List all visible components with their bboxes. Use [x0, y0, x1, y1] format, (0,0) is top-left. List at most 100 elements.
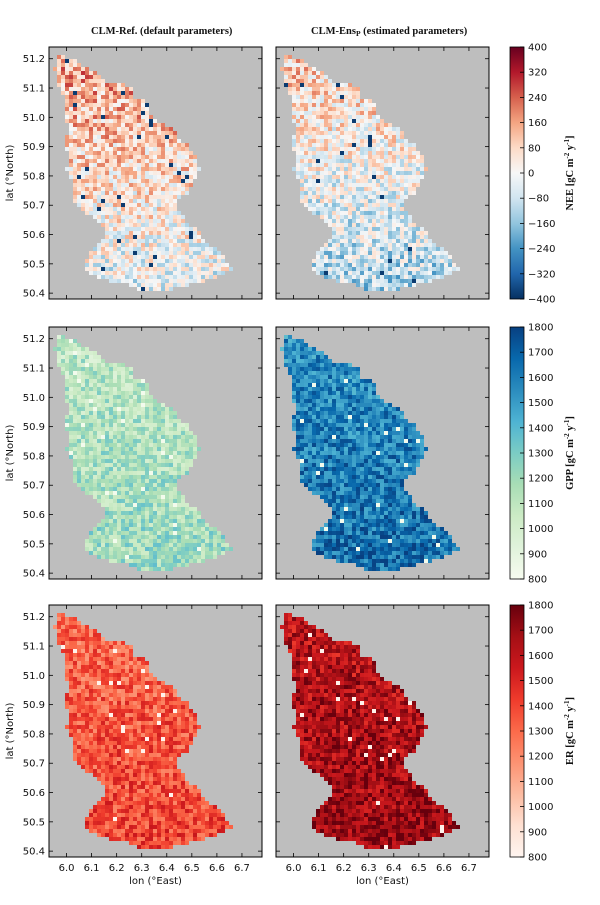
y-tick-label: 50.5: [23, 259, 45, 270]
heatmap-cell: [137, 387, 141, 391]
heatmap-cell: [328, 171, 332, 175]
heatmap-cell: [189, 251, 193, 255]
heatmap-cell: [348, 123, 352, 127]
heatmap-cell: [149, 143, 153, 147]
heatmap-cell: [137, 191, 141, 195]
heatmap-cell: [133, 247, 137, 251]
heatmap-cell: [69, 351, 73, 355]
heatmap-cell: [69, 387, 73, 391]
heatmap-cell: [113, 439, 117, 443]
heatmap-cell: [300, 347, 304, 351]
heatmap-cell: [161, 403, 165, 407]
heatmap-cell: [129, 479, 133, 483]
heatmap-cell: [125, 187, 129, 191]
heatmap-cell: [117, 447, 121, 451]
heatmap-cell: [153, 235, 157, 239]
heatmap-cell: [336, 199, 340, 203]
heatmap-cell: [153, 271, 157, 275]
heatmap-cell: [101, 527, 105, 531]
heatmap-cell: [161, 491, 165, 495]
heatmap-cell: [125, 139, 129, 143]
heatmap-cell: [77, 103, 81, 107]
heatmap-cell: [448, 255, 452, 259]
heatmap-cell: [137, 503, 141, 507]
heatmap-cell: [81, 419, 85, 423]
heatmap-cell: [316, 191, 320, 195]
heatmap-cell: [109, 143, 113, 147]
heatmap-cell: [340, 155, 344, 159]
heatmap-cell: [169, 223, 173, 227]
heatmap-cell: [420, 167, 424, 171]
heatmap-cell: [288, 351, 292, 355]
heatmap-cell: [129, 383, 133, 387]
heatmap-cell: [149, 171, 153, 175]
heatmap-cell: [344, 219, 348, 223]
heatmap-cell: [320, 195, 324, 199]
heatmap-cell: [117, 207, 121, 211]
heatmap-cell: [177, 183, 181, 187]
heatmap-cell: [332, 367, 336, 371]
heatmap-cell: [117, 167, 121, 171]
heatmap-cell: [85, 411, 89, 415]
heatmap-cell: [73, 395, 77, 399]
heatmap-cell: [332, 119, 336, 123]
heatmap-cell: [368, 191, 372, 195]
heatmap-cell: [149, 455, 153, 459]
heatmap-cell: [77, 175, 81, 179]
heatmap-cell: [153, 283, 157, 287]
heatmap-cell: [89, 271, 93, 275]
heatmap-cell: [125, 243, 129, 247]
heatmap-cell: [65, 111, 69, 115]
heatmap-cell: [93, 135, 97, 139]
heatmap-cell: [372, 395, 376, 399]
heatmap-cell: [101, 447, 105, 451]
heatmap-cell: [181, 159, 185, 163]
heatmap-cell: [117, 527, 121, 531]
heatmap-cell: [133, 407, 137, 411]
heatmap-cell: [324, 423, 328, 427]
heatmap-cell: [97, 555, 101, 559]
heatmap-cell: [169, 439, 173, 443]
heatmap-cell: [185, 171, 189, 175]
heatmap-cell: [352, 219, 356, 223]
heatmap-cell: [360, 435, 364, 439]
heatmap-cell: [388, 407, 392, 411]
heatmap-cell: [201, 523, 205, 527]
heatmap-cell: [336, 83, 340, 87]
heatmap-cell: [165, 487, 169, 491]
heatmap-cell: [77, 479, 81, 483]
heatmap-cell: [109, 247, 113, 251]
heatmap-cell: [109, 255, 113, 259]
heatmap-cell: [113, 159, 117, 163]
heatmap-cell: [101, 547, 105, 551]
heatmap-cell: [201, 531, 205, 535]
heatmap-cell: [97, 403, 101, 407]
heatmap-cell: [117, 499, 121, 503]
heatmap-cell: [368, 279, 372, 283]
heatmap-cell: [336, 191, 340, 195]
heatmap-cell: [368, 219, 372, 223]
heatmap-cell: [133, 479, 137, 483]
heatmap-cell: [344, 211, 348, 215]
heatmap-cell: [157, 135, 161, 139]
heatmap-cell: [165, 275, 169, 279]
heatmap-cell: [316, 155, 320, 159]
heatmap-cell: [89, 483, 93, 487]
heatmap-cell: [149, 435, 153, 439]
heatmap-cell: [185, 539, 189, 543]
heatmap-cell: [336, 111, 340, 115]
heatmap-cell: [181, 427, 185, 431]
heatmap-cell: [161, 495, 165, 499]
heatmap-cell: [157, 183, 161, 187]
heatmap-cell: [356, 147, 360, 151]
heatmap-cell: [372, 155, 376, 159]
heatmap-cell: [117, 507, 121, 511]
heatmap-cell: [89, 427, 93, 431]
heatmap-cell: [89, 535, 93, 539]
heatmap-cell: [308, 387, 312, 391]
heatmap-cell: [157, 423, 161, 427]
heatmap-cell: [169, 147, 173, 151]
heatmap-cell: [69, 415, 73, 419]
heatmap-cell: [133, 419, 137, 423]
heatmap-cell: [57, 343, 61, 347]
